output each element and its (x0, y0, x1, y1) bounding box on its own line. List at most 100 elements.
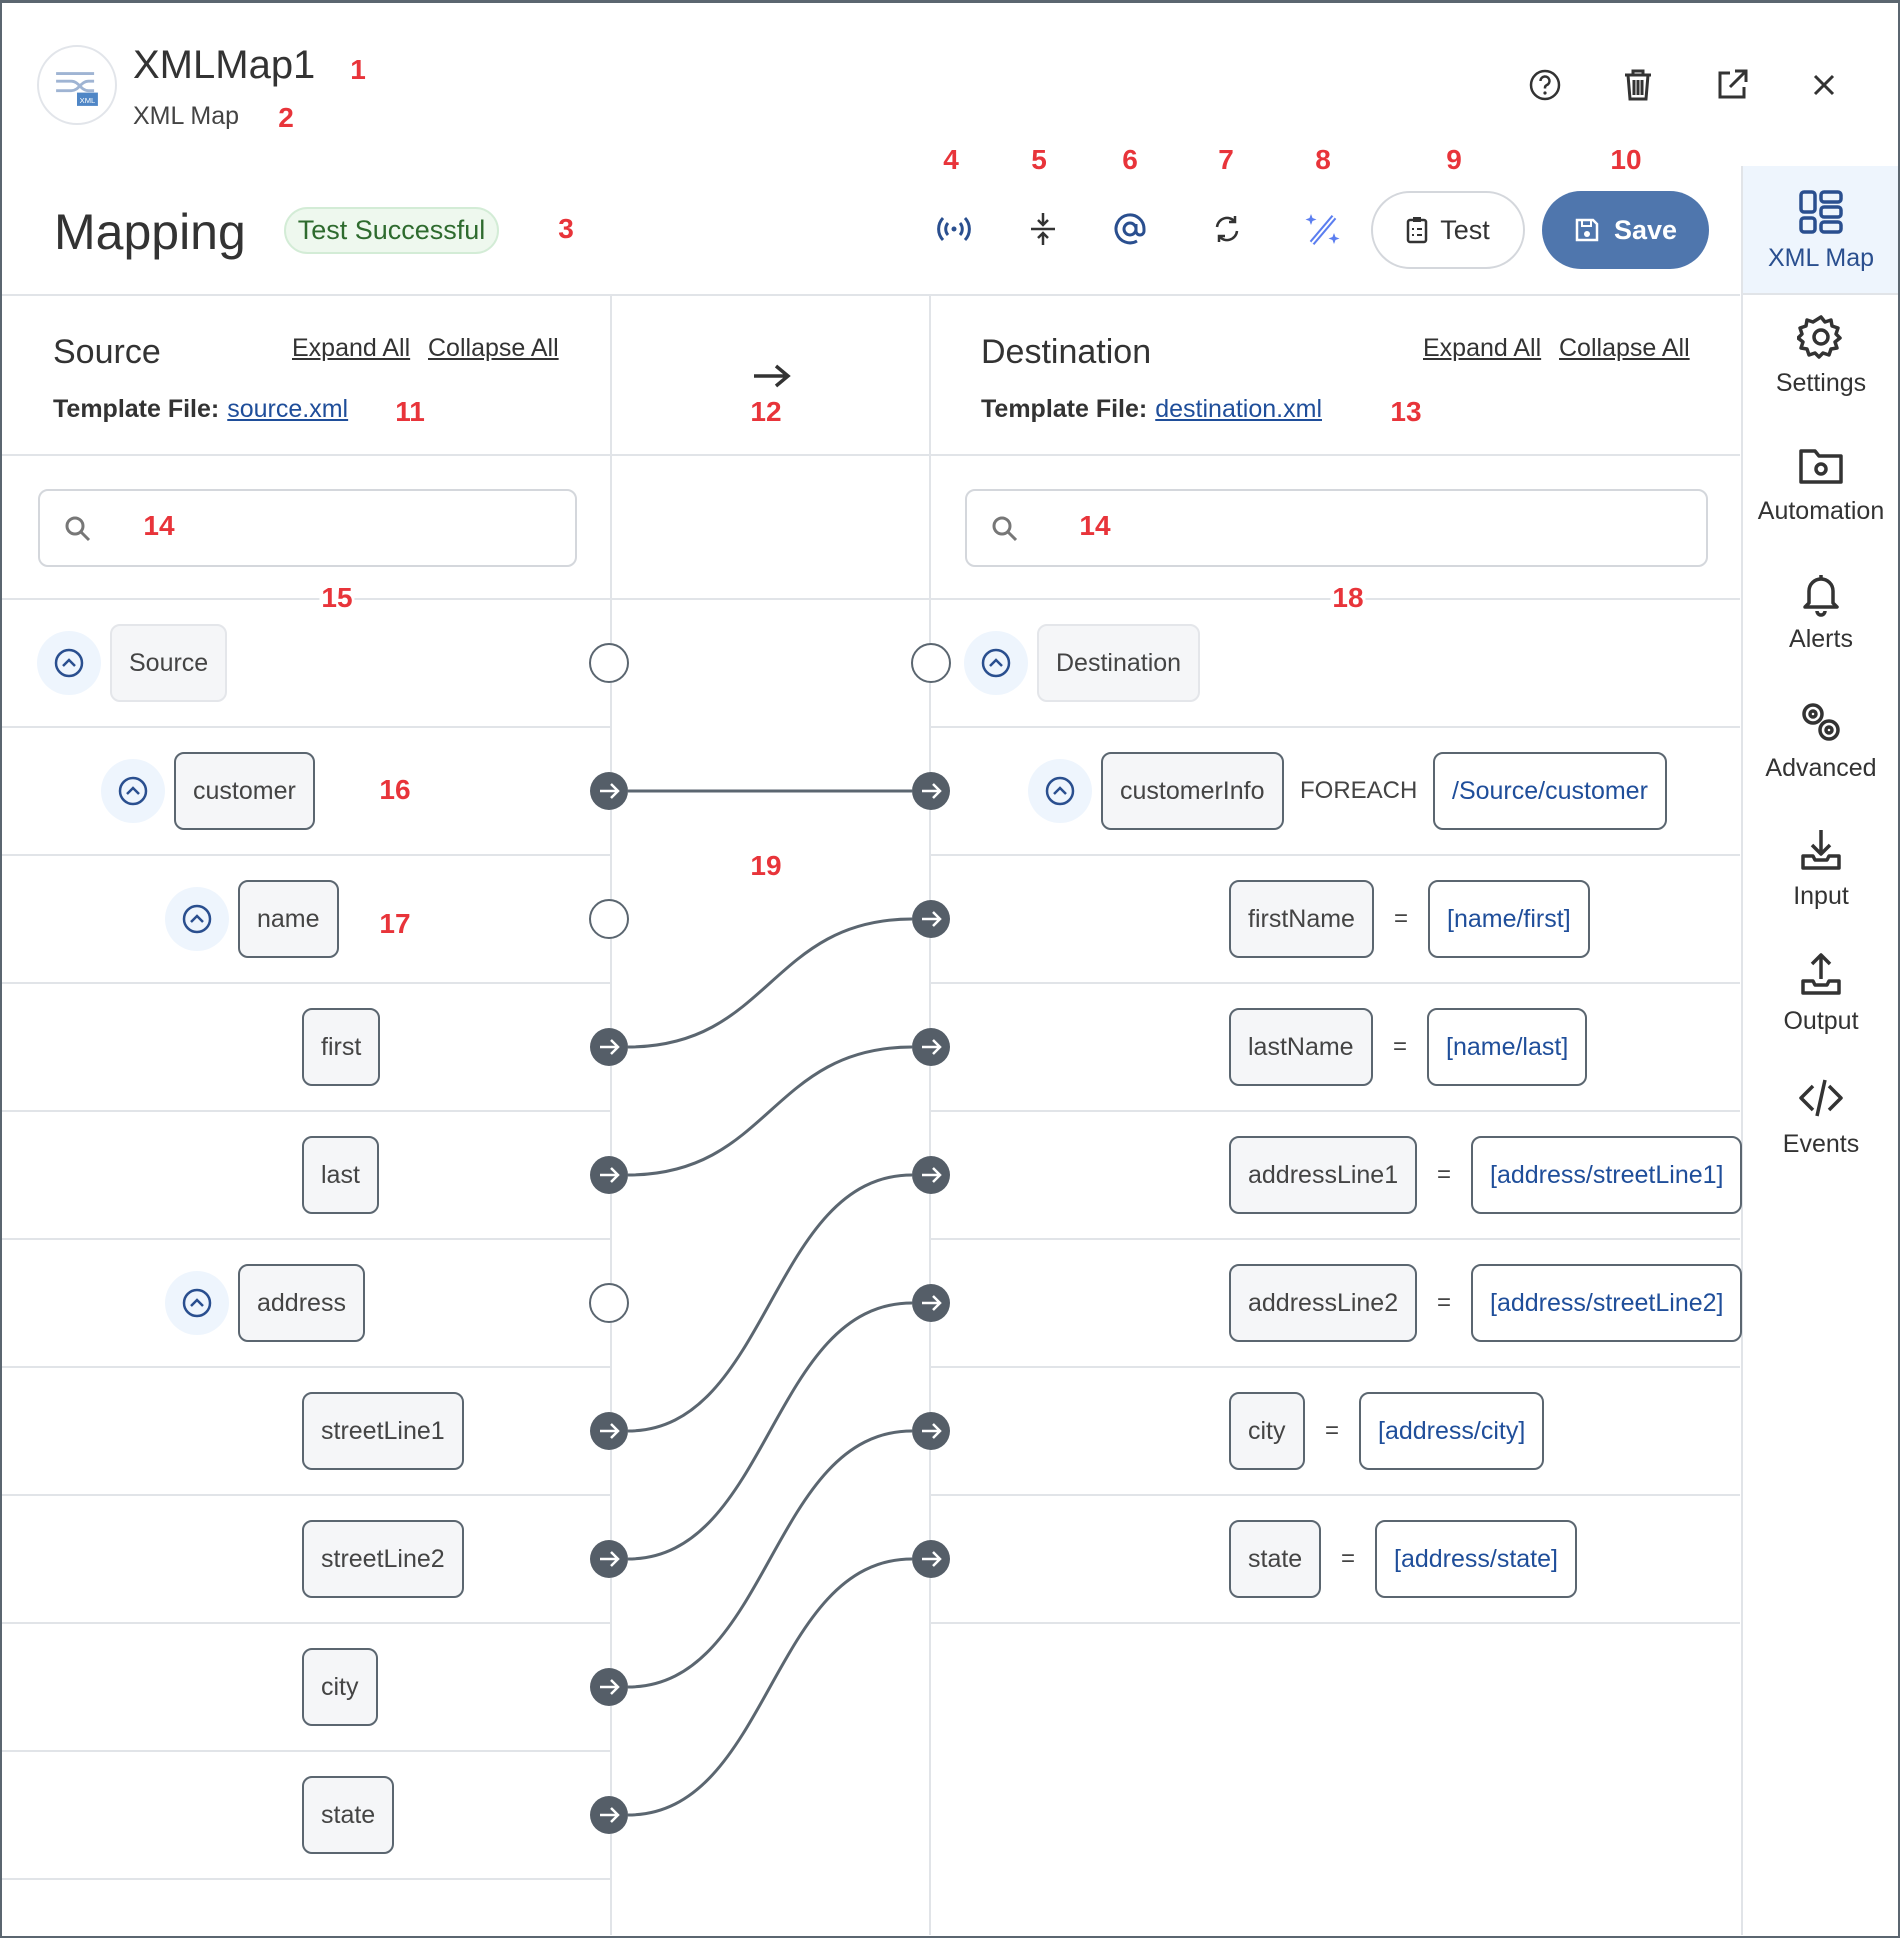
sidebar-item-output[interactable]: Output (1742, 951, 1900, 1036)
operator-label: = (1325, 1417, 1340, 1444)
row-divider (930, 854, 1740, 856)
source-node[interactable]: last (302, 1136, 379, 1214)
destination-node[interactable]: state (1229, 1520, 1322, 1598)
source-search[interactable] (38, 489, 577, 567)
destination-connector[interactable] (912, 772, 950, 810)
mapping-expression[interactable]: [name/last] (1427, 1008, 1588, 1086)
source-node[interactable]: first (302, 1008, 381, 1086)
source-connector[interactable] (590, 1540, 628, 1578)
source-connector[interactable] (590, 1796, 628, 1834)
help-icon[interactable] (1528, 68, 1562, 102)
row-divider (2, 1110, 610, 1112)
sidebar-item-xml-map[interactable]: XML Map (1742, 188, 1900, 273)
search-divider (2, 598, 1740, 600)
destination-collapse-toggle[interactable] (964, 631, 1028, 695)
row-divider (2, 1494, 610, 1496)
source-node[interactable]: city (302, 1648, 378, 1726)
connection-line[interactable] (627, 1045, 913, 1177)
source-node[interactable]: name (238, 880, 339, 958)
connection-line[interactable] (627, 1429, 913, 1689)
source-expand-all[interactable]: Expand All (292, 334, 411, 362)
source-connector[interactable] (590, 1028, 628, 1066)
destination-connector[interactable] (912, 1412, 950, 1450)
connection-line[interactable] (627, 1557, 913, 1817)
mapping-expression[interactable]: [address/streetLine1] (1471, 1136, 1743, 1214)
source-node[interactable]: Source (110, 624, 228, 702)
destination-connector[interactable] (912, 1028, 950, 1066)
source-node[interactable]: state (302, 1776, 395, 1854)
external-link-icon[interactable] (1715, 68, 1749, 102)
destination-connector[interactable] (912, 1540, 950, 1578)
source-collapse-all[interactable]: Collapse All (428, 334, 559, 362)
destination-connector[interactable] (912, 1284, 950, 1322)
destination-node[interactable]: addressLine1 (1229, 1136, 1418, 1214)
annotation: 5 (1031, 144, 1047, 175)
destination-connector[interactable] (911, 643, 951, 683)
destination-node[interactable]: addressLine2 (1229, 1264, 1418, 1342)
source-node[interactable]: address (238, 1264, 365, 1342)
collapse-icon[interactable] (1027, 211, 1059, 247)
source-connector[interactable] (589, 899, 629, 939)
download-icon (1801, 830, 1841, 870)
mapping-expression[interactable]: [address/state] (1375, 1520, 1577, 1598)
source-connector[interactable] (590, 1156, 628, 1194)
sidebar-item-alerts[interactable]: Alerts (1742, 569, 1900, 654)
sidebar-item-events[interactable]: Events (1742, 1074, 1900, 1159)
source-connector[interactable] (590, 1668, 628, 1706)
refresh-icon[interactable] (1211, 213, 1243, 245)
destination-title: Destination (981, 333, 1152, 371)
source-template-file: Template File: source.xml (53, 395, 348, 424)
source-collapse-toggle[interactable] (101, 759, 165, 823)
source-template-link[interactable]: source.xml (227, 395, 349, 423)
destination-node[interactable]: customerInfo (1101, 752, 1284, 830)
source-connector[interactable] (589, 1283, 629, 1323)
destination-node[interactable]: lastName (1229, 1008, 1373, 1086)
mapping-expression[interactable]: [address/streetLine2] (1471, 1264, 1743, 1342)
source-node[interactable]: customer (174, 752, 315, 830)
source-node[interactable]: streetLine2 (302, 1520, 464, 1598)
magic-wand-icon[interactable] (1304, 211, 1340, 247)
destination-connector[interactable] (912, 1156, 950, 1194)
mapping-expression[interactable]: [address/city] (1359, 1392, 1545, 1470)
at-icon[interactable] (1113, 212, 1147, 246)
sidebar-item-advanced[interactable]: Advanced (1742, 698, 1900, 783)
source-connector[interactable] (589, 643, 629, 683)
test-button[interactable]: Test (1371, 191, 1525, 269)
destination-node[interactable]: Destination (1037, 624, 1201, 702)
source-search-input[interactable] (100, 501, 565, 555)
close-icon[interactable] (1812, 73, 1836, 97)
chevron-up-icon (54, 648, 84, 678)
destination-node[interactable]: firstName (1229, 880, 1374, 958)
connection-line[interactable] (627, 917, 913, 1049)
source-node[interactable]: streetLine1 (302, 1392, 464, 1470)
sidebar-item-label: XML Map (1767, 244, 1875, 272)
trash-icon[interactable] (1622, 68, 1654, 102)
destination-search-input[interactable] (1027, 501, 1696, 555)
source-connector[interactable] (590, 1412, 628, 1450)
bell-icon (1803, 575, 1839, 617)
destination-node[interactable]: city (1229, 1392, 1305, 1470)
destination-search[interactable] (965, 489, 1708, 567)
page-title: Mapping (54, 204, 246, 260)
sidebar-item-settings[interactable]: Settings (1742, 313, 1900, 398)
sidebar-item-automation[interactable]: Automation (1742, 441, 1900, 526)
save-button[interactable]: Save (1542, 191, 1709, 269)
sidebar-item-input[interactable]: Input (1742, 826, 1900, 911)
destination-collapse-toggle[interactable] (1028, 759, 1092, 823)
source-connector[interactable] (590, 772, 628, 810)
connection-line[interactable] (627, 1301, 913, 1561)
broadcast-icon[interactable] (934, 214, 974, 244)
source-collapse-toggle[interactable] (165, 887, 229, 951)
source-collapse-toggle[interactable] (165, 1271, 229, 1335)
source-collapse-toggle[interactable] (37, 631, 101, 695)
destination-template-link[interactable]: destination.xml (1155, 395, 1322, 423)
destination-expand-all[interactable]: Expand All (1423, 334, 1542, 362)
connection-line[interactable] (627, 1173, 913, 1433)
sidebar-item-label: Advanced (1765, 754, 1877, 782)
mapping-expression[interactable]: [name/first] (1428, 880, 1590, 958)
mapping-expression[interactable]: /Source/customer (1433, 752, 1667, 830)
destination-collapse-all[interactable]: Collapse All (1559, 334, 1690, 362)
destination-connector[interactable] (912, 900, 950, 938)
row-divider (2, 1238, 610, 1240)
test-label: Test (1440, 214, 1490, 245)
